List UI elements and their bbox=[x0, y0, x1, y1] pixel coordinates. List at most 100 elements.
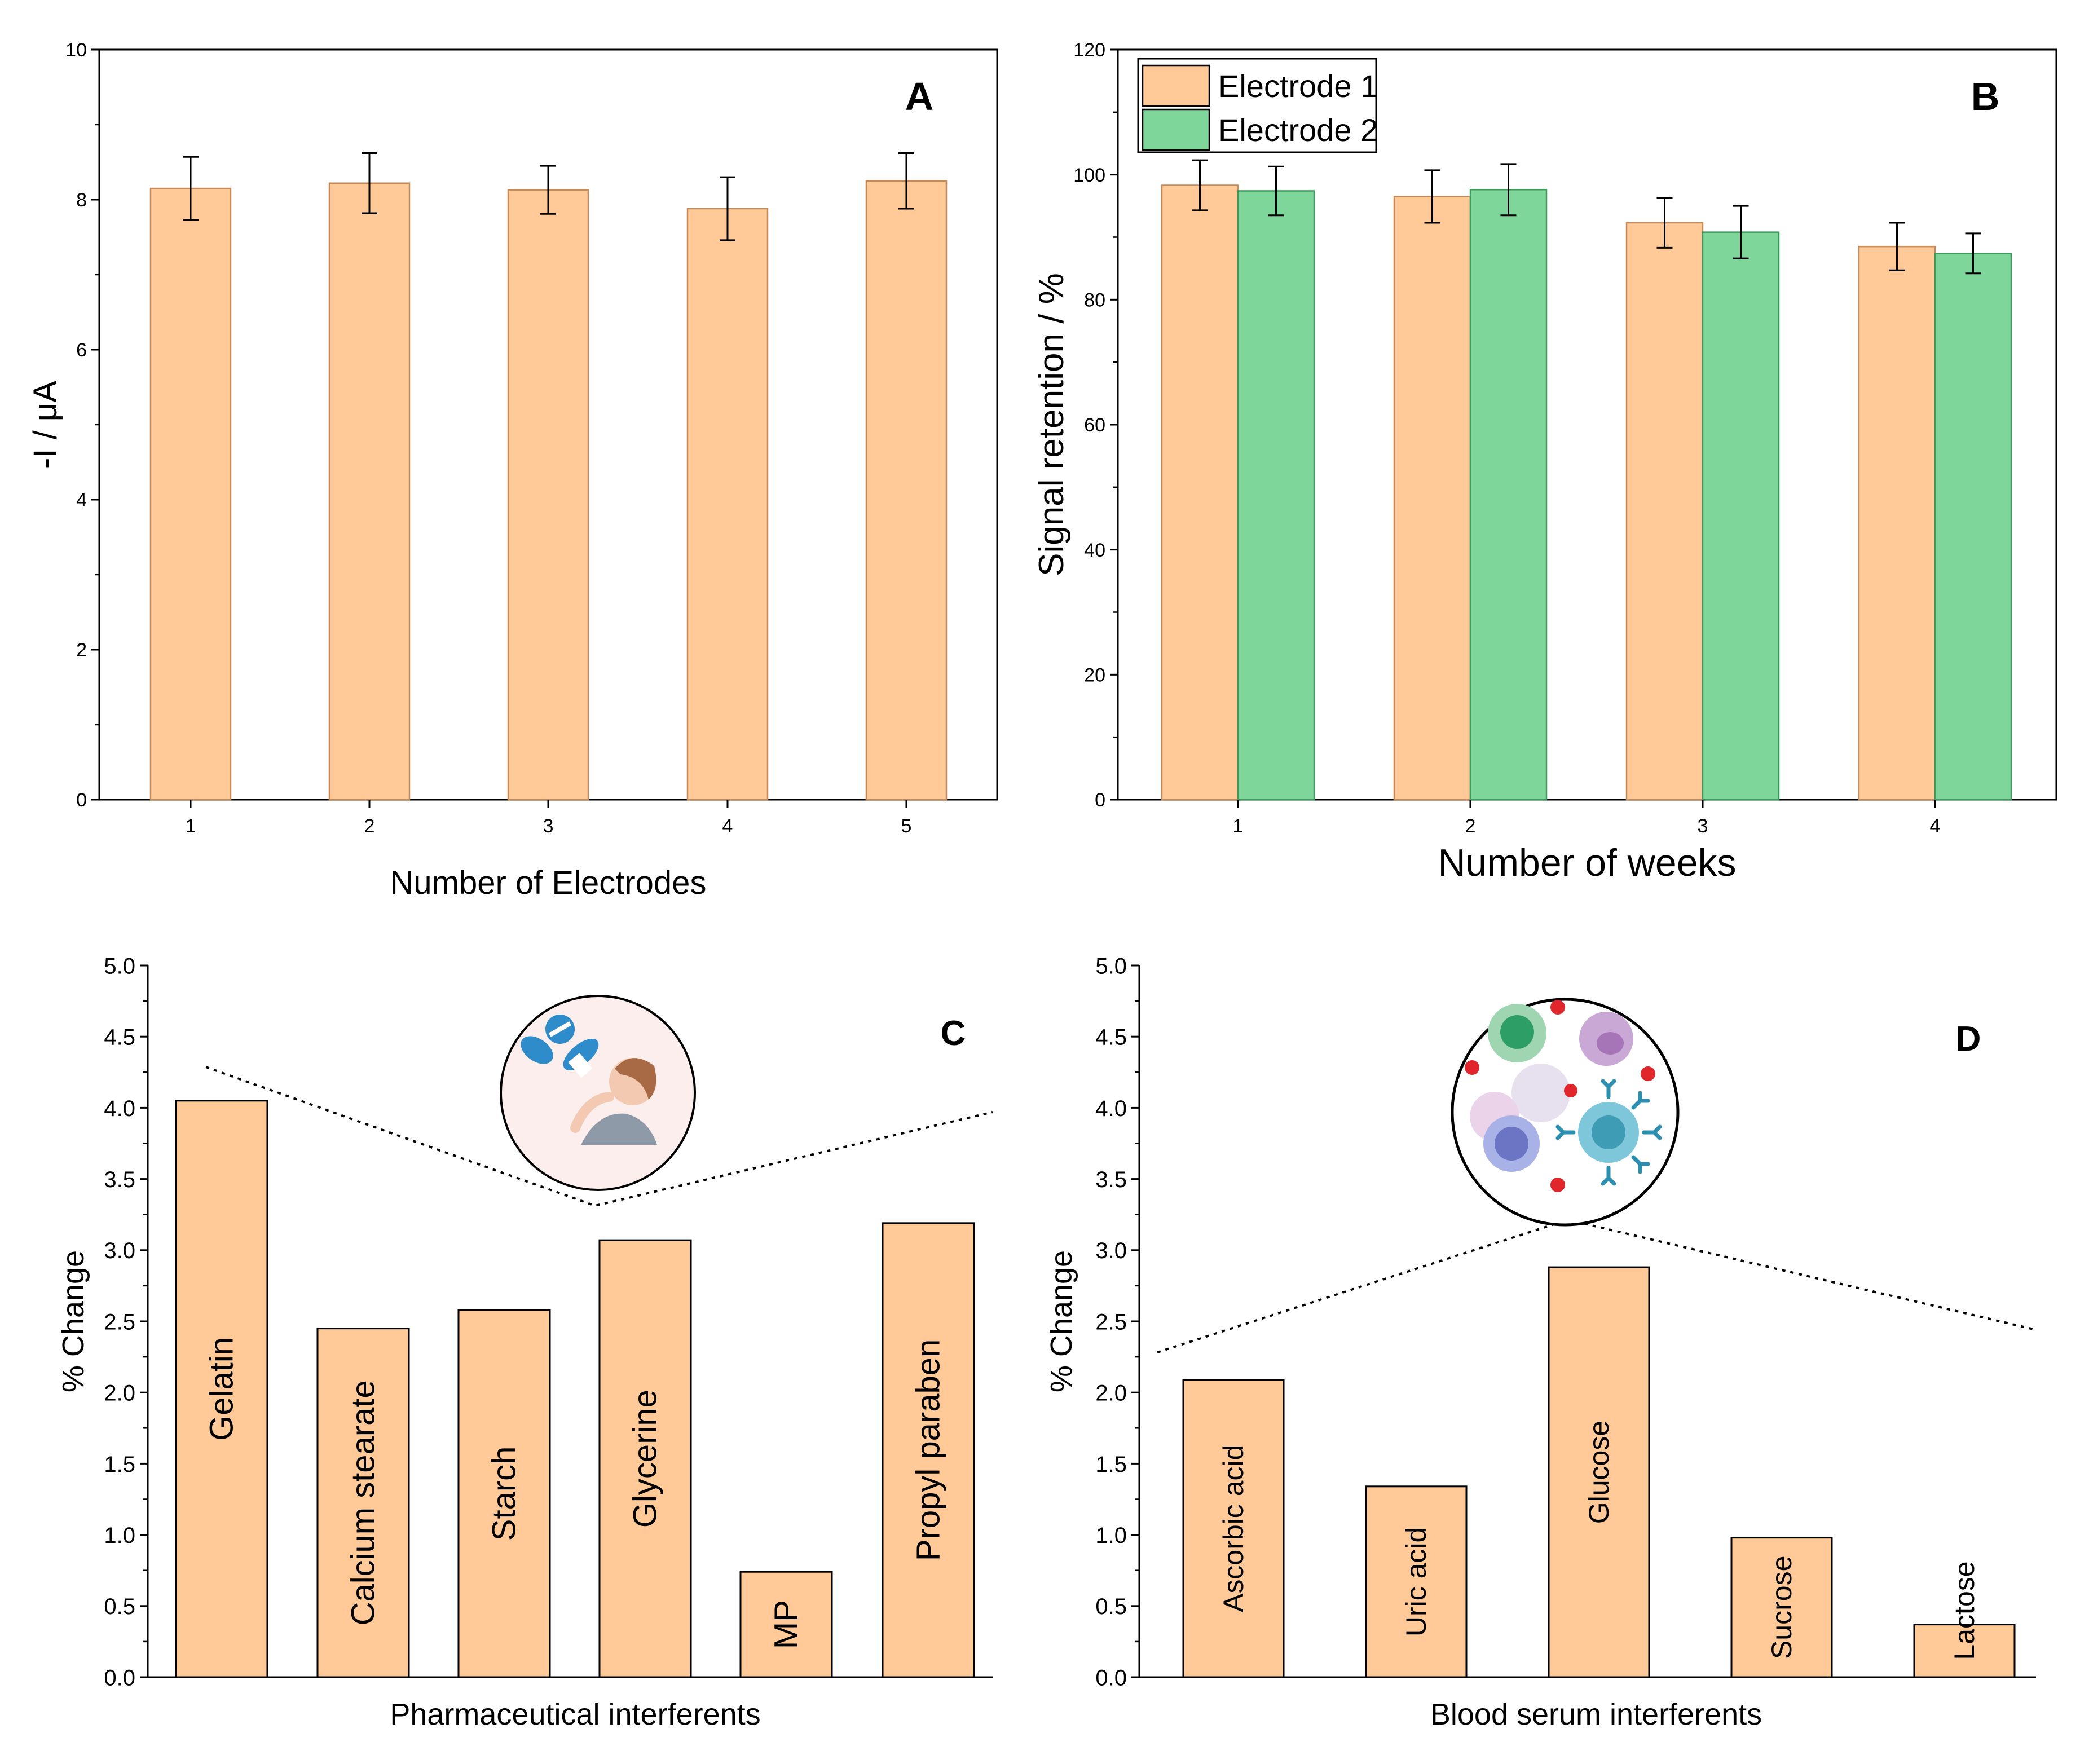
x-tick-label: 4 bbox=[722, 815, 733, 837]
legend-swatch-electrode-2 bbox=[1142, 108, 1210, 151]
virus-icon bbox=[1550, 1178, 1565, 1192]
pharma-illustration bbox=[500, 995, 696, 1191]
bar-electrode-1-week-1 bbox=[1161, 184, 1239, 801]
bar-electrode-1-week-4 bbox=[1858, 245, 1936, 801]
pill-capsule-shape bbox=[521, 1036, 553, 1064]
y-tick-label: 40 bbox=[1084, 540, 1105, 561]
panel-b-ylabel: Signal retention / % bbox=[1032, 273, 1071, 576]
pill-round-score bbox=[548, 1021, 572, 1037]
y-tick-label: 2.5 bbox=[104, 1309, 135, 1334]
y-tick-label: 6 bbox=[76, 339, 87, 361]
cell-teal-nucleus bbox=[1592, 1115, 1625, 1149]
bar-mp bbox=[739, 1571, 833, 1678]
legend-label-electrode-1: Electrode 1 bbox=[1218, 68, 1378, 104]
y-tick-label: 1.0 bbox=[1095, 1523, 1127, 1548]
bar-propyl-paraben bbox=[882, 1222, 975, 1678]
panel-c-xlabel: Pharmaceutical interferents bbox=[390, 1697, 760, 1731]
virus-icon bbox=[1641, 1066, 1655, 1081]
virus-icon bbox=[1564, 1084, 1577, 1097]
pill-capsule-half bbox=[568, 1052, 593, 1078]
x-tick-label: 3 bbox=[1698, 815, 1708, 837]
panel-b: 0 20 40 60 80 100 120 1 2 3 4 Electrode 1 Electro… bbox=[1032, 39, 2057, 884]
bar-ascorbic-acid bbox=[1182, 1378, 1285, 1678]
bar-label: MP bbox=[768, 1600, 805, 1649]
y-tick-label: 2.5 bbox=[1095, 1309, 1127, 1334]
virus-icon bbox=[1550, 1000, 1565, 1015]
y-tick-label: 3.0 bbox=[104, 1238, 135, 1263]
bar-label: Propyl paraben bbox=[910, 1339, 947, 1561]
y-tick-label: 3.5 bbox=[1095, 1167, 1127, 1192]
x-tick-label: 2 bbox=[1465, 815, 1476, 837]
y-tick-label: 20 bbox=[1084, 665, 1105, 686]
antibody-icons bbox=[1555, 1079, 1662, 1186]
cell-grey-shape bbox=[1511, 1064, 1570, 1122]
antibody-icon bbox=[1642, 1124, 1662, 1140]
y-tick-label: 0.5 bbox=[104, 1594, 135, 1619]
y-tick-label: 2.0 bbox=[104, 1381, 135, 1406]
y-tick-label: 10 bbox=[65, 39, 87, 61]
panel-b-label: B bbox=[1971, 74, 2000, 118]
y-tick-label: 4.0 bbox=[1095, 1096, 1127, 1121]
panel-a-xlabel: Number of Electrodes bbox=[390, 865, 707, 901]
panel-a-label: A bbox=[905, 74, 934, 118]
bar-label: Gelatin bbox=[204, 1337, 240, 1441]
bar-electrode-2 bbox=[328, 182, 411, 801]
bar-glycerine bbox=[598, 1239, 692, 1678]
bar-label: Ascorbic acid bbox=[1218, 1445, 1249, 1612]
x-tick-label: 1 bbox=[186, 815, 196, 837]
bar-gelatin bbox=[175, 1100, 268, 1678]
bar-label: Starch bbox=[486, 1447, 523, 1541]
bar-electrode-5 bbox=[865, 180, 948, 801]
y-tick-label: 5.0 bbox=[1095, 954, 1127, 978]
bar-starch bbox=[457, 1309, 551, 1678]
bar-glucose bbox=[1548, 1266, 1650, 1678]
y-tick-label: 4 bbox=[76, 489, 87, 511]
x-tick-label: 3 bbox=[543, 815, 554, 837]
panel-d-xlabel: Blood serum interferents bbox=[1430, 1697, 1762, 1731]
bar-electrode-1-week-3 bbox=[1625, 222, 1704, 801]
person-body-shape bbox=[581, 1113, 657, 1145]
pill-icon bbox=[521, 1015, 599, 1078]
virus-icon bbox=[1465, 1060, 1479, 1075]
person-arm-shape bbox=[570, 1092, 614, 1133]
y-tick-label: 3.5 bbox=[104, 1167, 135, 1192]
y-tick-label: 80 bbox=[1084, 290, 1105, 311]
bar-sucrose bbox=[1730, 1537, 1833, 1678]
bar-electrode-1 bbox=[149, 187, 232, 801]
panel-b-legend: Electrode 1 Electrode 2 bbox=[1137, 58, 1378, 153]
bar-label: Glucose bbox=[1583, 1421, 1615, 1524]
bar-calcium-stearate bbox=[316, 1328, 410, 1678]
person-icon bbox=[570, 1058, 657, 1145]
bar-electrode-3 bbox=[507, 189, 589, 801]
x-tick-label: 1 bbox=[1233, 815, 1244, 837]
panel-d-ylabel: % Change bbox=[1045, 1250, 1078, 1392]
bar-label: Glycerine bbox=[627, 1390, 664, 1528]
bar-lactose bbox=[1913, 1624, 2016, 1678]
antibody-icon bbox=[1601, 1166, 1616, 1186]
bar-label: Uric acid bbox=[1400, 1527, 1432, 1637]
y-tick-label: 100 bbox=[1073, 165, 1105, 186]
cell-green-nucleus bbox=[1500, 1015, 1534, 1049]
bar-electrode-2-week-4 bbox=[1934, 253, 2012, 801]
y-tick-label: 0.5 bbox=[1095, 1594, 1127, 1619]
y-tick-label: 0 bbox=[76, 790, 87, 811]
panel-c-label: C bbox=[941, 1014, 966, 1053]
virus-icons bbox=[1465, 1000, 1655, 1192]
bar-label: Calcium stearate bbox=[345, 1380, 382, 1625]
bar-electrode-2-week-1 bbox=[1237, 190, 1315, 801]
x-tick-label: 5 bbox=[901, 815, 912, 837]
y-tick-label: 2 bbox=[76, 640, 87, 661]
y-tick-label: 0 bbox=[1095, 790, 1105, 811]
y-tick-label: 4.5 bbox=[1095, 1025, 1127, 1050]
blood-cells-illustration bbox=[1451, 998, 1680, 1227]
panel-d: Ascorbic acid Uric acid Glucose Sucrose Lact… bbox=[1045, 954, 2037, 1731]
y-tick-label: 3.0 bbox=[1095, 1238, 1127, 1263]
person-hair-shape bbox=[615, 1058, 656, 1100]
y-tick-label: 1.5 bbox=[1095, 1452, 1127, 1477]
antibody-icon bbox=[1555, 1124, 1576, 1140]
y-tick-label: 4.5 bbox=[104, 1025, 135, 1050]
y-tick-label: 60 bbox=[1084, 414, 1105, 436]
illustration-circle bbox=[500, 995, 696, 1191]
antibody-icon bbox=[1631, 1091, 1650, 1110]
